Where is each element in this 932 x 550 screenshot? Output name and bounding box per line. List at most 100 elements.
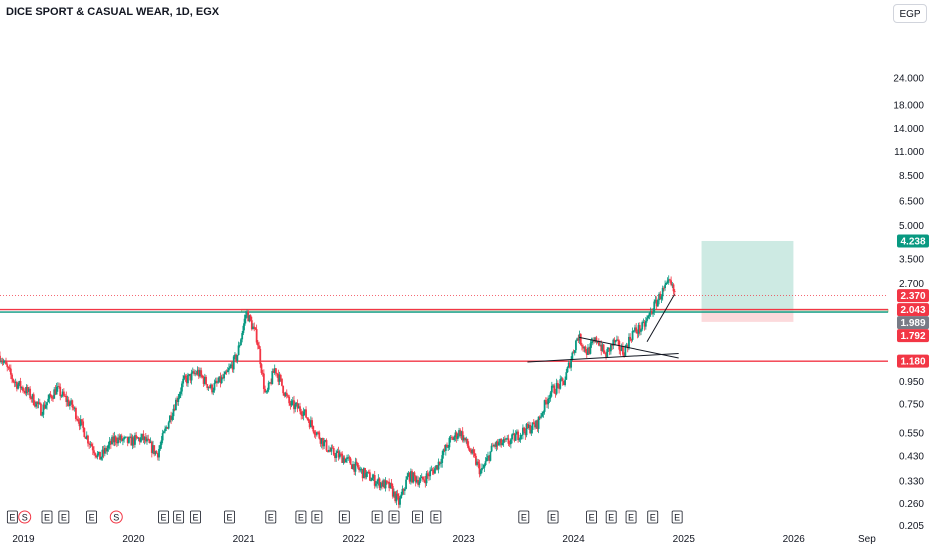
candle (178, 391, 181, 400)
candle-body (246, 311, 248, 315)
candle (462, 435, 465, 443)
candle-body (111, 436, 113, 445)
candle-body (175, 399, 177, 411)
candle-body (220, 377, 223, 384)
earnings-event-marker: E (86, 510, 97, 524)
candle-body (250, 320, 253, 330)
candle-body (205, 376, 207, 385)
earnings-event-marker: E (41, 510, 53, 524)
candle (523, 426, 526, 434)
candle-body (161, 433, 164, 441)
candle (21, 385, 24, 393)
candle (528, 421, 530, 430)
candle (397, 492, 400, 509)
candle-body (308, 421, 311, 428)
candle (371, 473, 374, 481)
candle (506, 435, 509, 440)
candle (352, 461, 354, 470)
candle-body (495, 441, 498, 447)
candle-body (222, 377, 224, 379)
candle (223, 371, 226, 382)
candle-body (242, 325, 245, 334)
candle (112, 432, 115, 446)
candle-body (131, 437, 134, 446)
candle-body (554, 393, 557, 395)
candle (603, 350, 606, 355)
candle-body (422, 476, 424, 480)
currency-button[interactable]: EGP (893, 4, 927, 23)
candle (465, 436, 468, 444)
candle (497, 438, 500, 446)
candle-body (170, 415, 172, 420)
candle-body (90, 444, 93, 447)
candle-body (340, 453, 342, 455)
y-tick-label: 11.000 (894, 147, 924, 158)
candle-body (424, 480, 427, 484)
candle-body (587, 347, 589, 355)
candle (673, 289, 676, 297)
candle-body (502, 438, 505, 444)
candle (284, 391, 287, 398)
candle (618, 339, 621, 355)
candle-body (567, 362, 570, 368)
candle-body (366, 471, 369, 473)
candle-body (191, 371, 194, 373)
candle-body (401, 488, 404, 495)
candle (158, 445, 160, 461)
candle-body (347, 457, 350, 459)
candle (30, 396, 33, 403)
candle (159, 441, 162, 451)
candle (344, 458, 347, 463)
candle-body (208, 386, 211, 388)
candle (275, 367, 277, 377)
candle-body (494, 444, 497, 447)
candle (19, 377, 22, 393)
candle-body (196, 369, 199, 375)
candle-body (279, 374, 282, 379)
event-badge (295, 510, 307, 524)
candle (385, 480, 388, 485)
candle-body (291, 400, 294, 402)
candle (170, 411, 172, 425)
candle (172, 404, 175, 420)
candle-body (638, 325, 641, 332)
candle (241, 331, 244, 343)
candle-body (270, 382, 272, 384)
candle (407, 471, 410, 478)
candle (149, 437, 152, 444)
candle (89, 440, 92, 448)
candle-body (28, 388, 30, 392)
candle-body (194, 373, 197, 375)
candle (455, 431, 458, 443)
candle (448, 436, 451, 450)
candle-body (240, 339, 242, 346)
candle-body (403, 488, 406, 491)
candle-body (458, 430, 460, 437)
candle (501, 439, 504, 446)
candle (194, 369, 197, 377)
candle-body (313, 431, 316, 435)
candle-body (5, 361, 7, 365)
candle-body (343, 457, 346, 463)
candle-body (595, 337, 598, 343)
candle (41, 411, 44, 417)
event-label: E (550, 513, 556, 523)
y-tick-label: 5.000 (899, 221, 924, 232)
candle-body (362, 468, 365, 479)
candle (524, 428, 527, 440)
candle-body (456, 436, 459, 439)
candle (413, 471, 416, 481)
candle-body (559, 379, 562, 389)
candle-body (671, 284, 674, 286)
candle-body (17, 384, 19, 389)
event-label: S (113, 513, 119, 523)
candle (435, 464, 438, 471)
candle (196, 366, 199, 376)
drawings-layer[interactable] (527, 294, 679, 363)
candle-body (449, 437, 452, 439)
candle (148, 438, 151, 444)
candle-body (155, 451, 158, 454)
candle-body (266, 389, 269, 392)
